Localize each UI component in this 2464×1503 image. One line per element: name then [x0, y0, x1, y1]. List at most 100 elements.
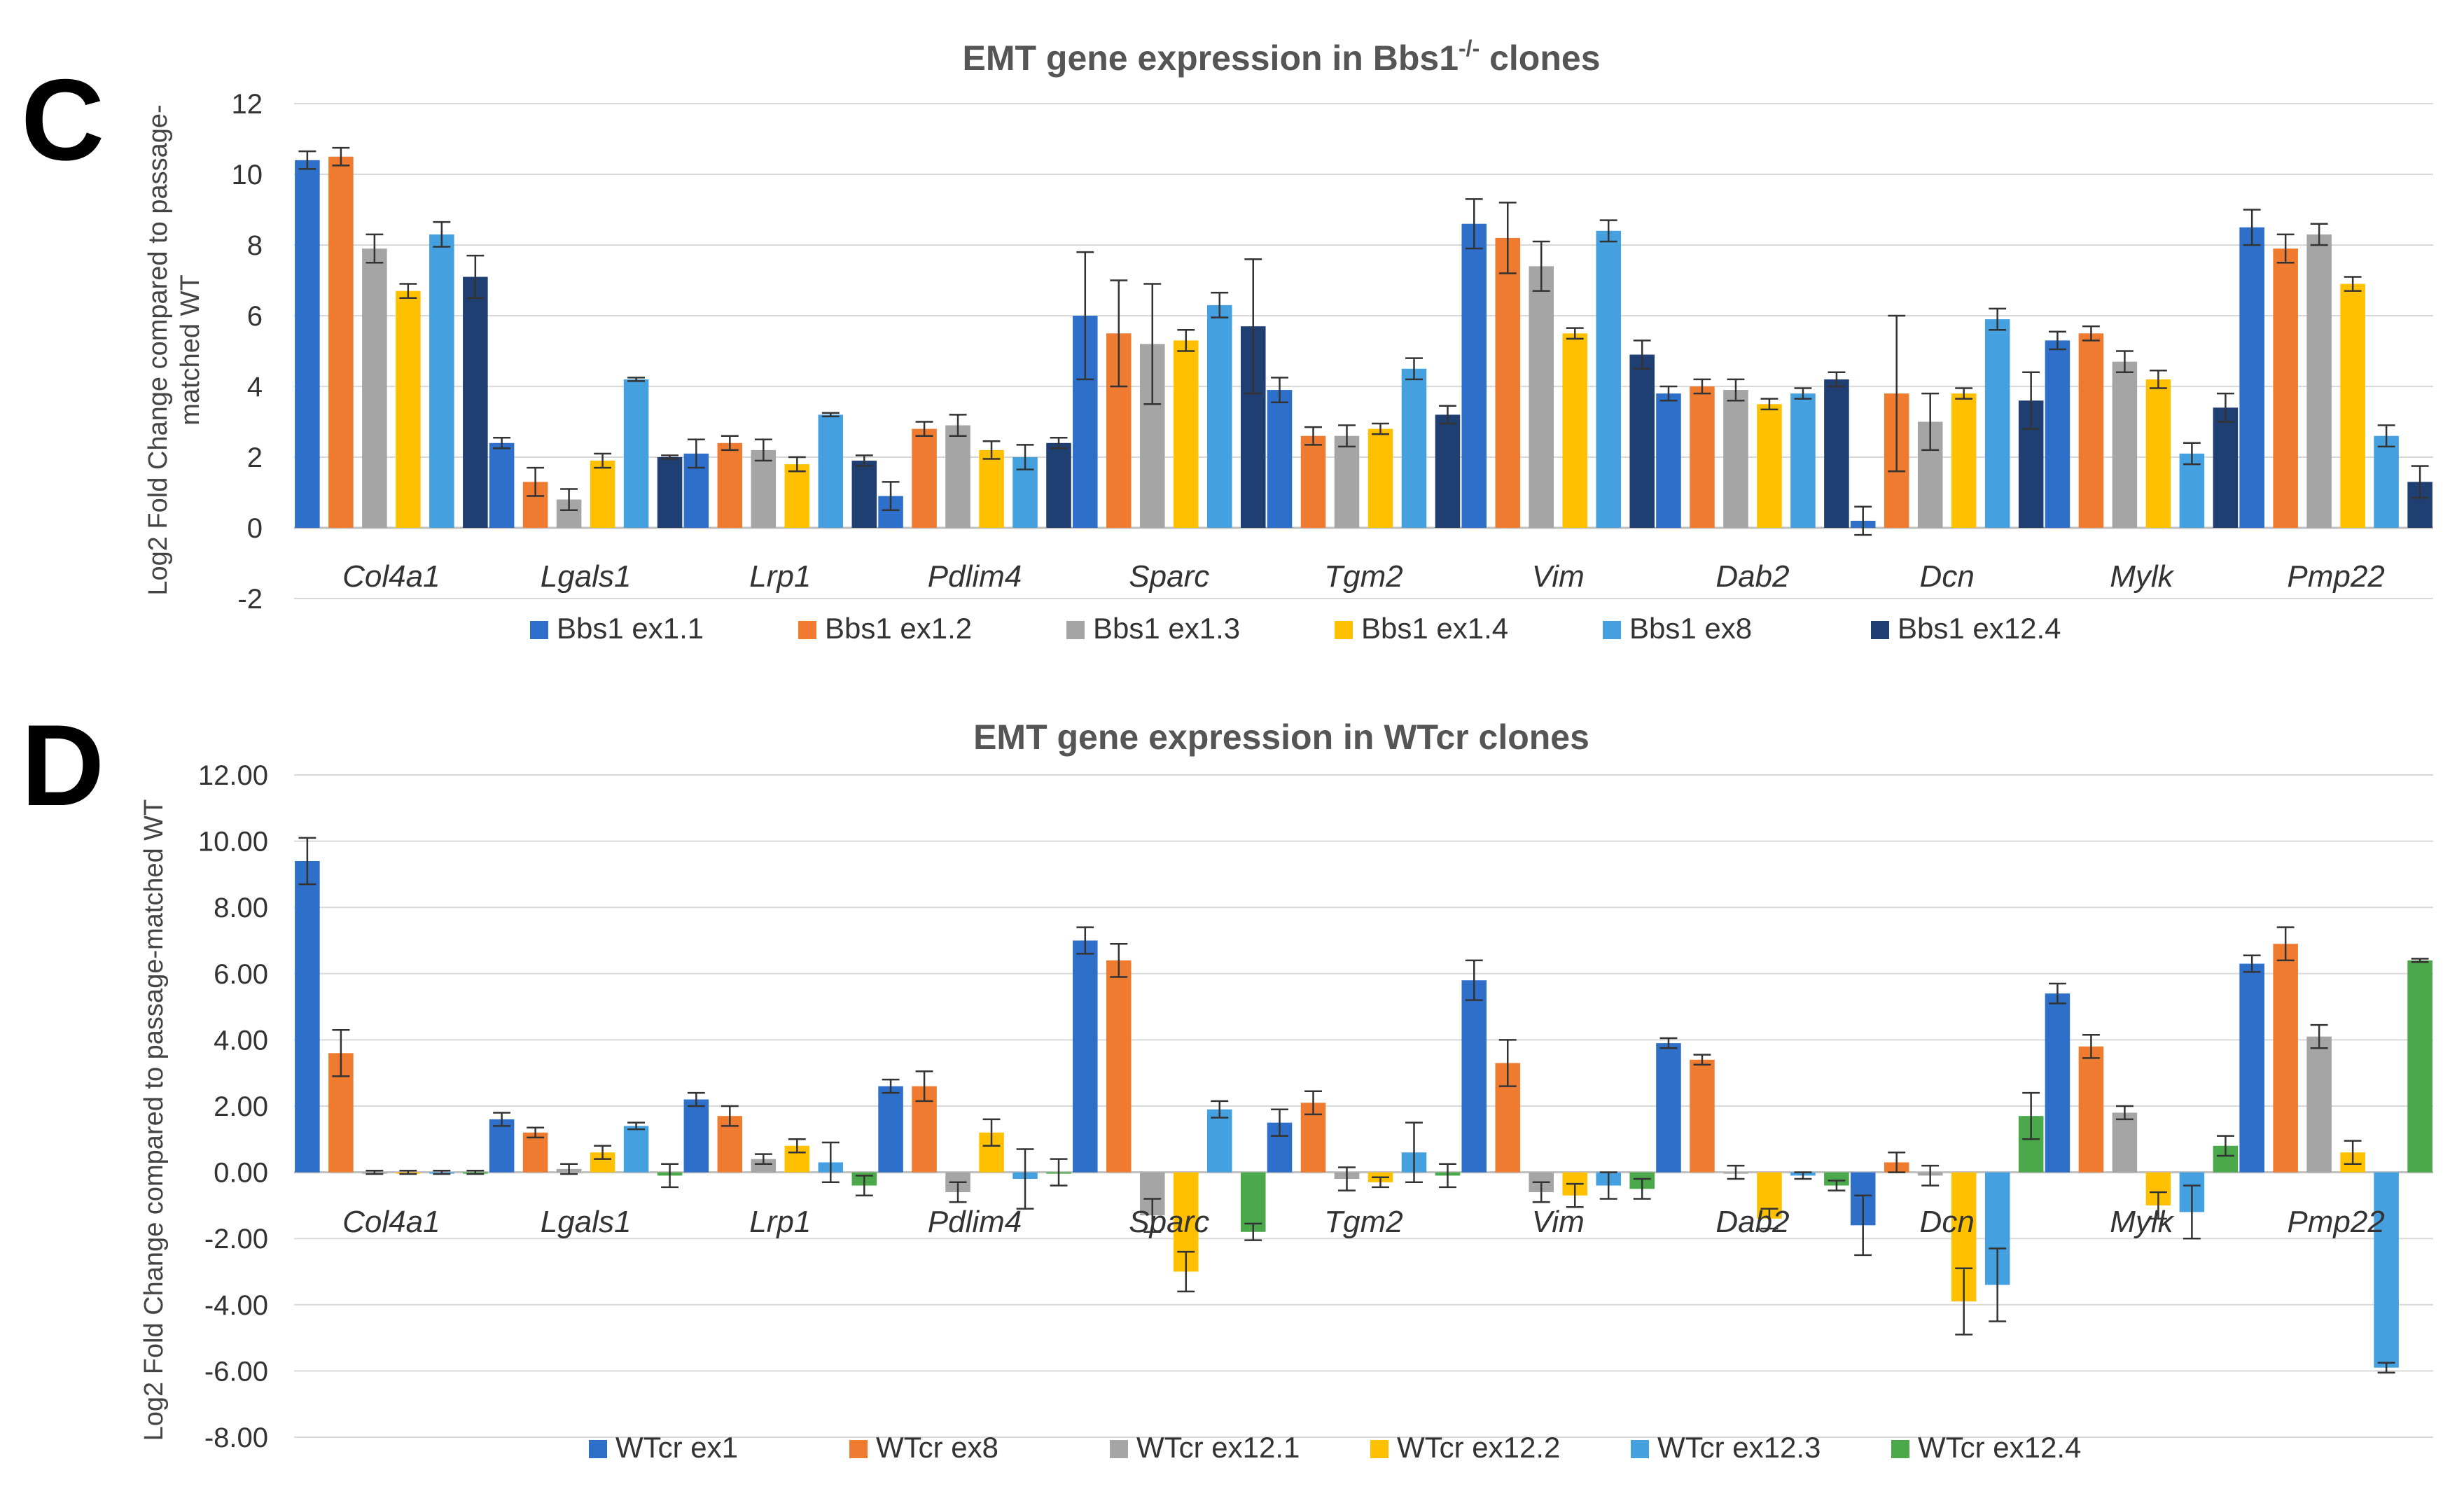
chart-c-bar-bbs1-ex8-col4a1: [429, 234, 454, 528]
chart-d-ytick-label: 0.00: [214, 1158, 268, 1189]
chart-d-legend-label: WTcr ex12.2: [1397, 1431, 1560, 1464]
chart-c-ylabel: Log2 Fold Change compared to passage-mat…: [144, 104, 205, 595]
chart-c-bar-bbs1-ex1-3-pmp22: [2306, 234, 2332, 528]
chart-d-bar-wtcr-ex12-1-lrp1: [751, 1159, 777, 1173]
chart-d-bar-wtcr-ex12-3-lgals1: [623, 1126, 649, 1173]
chart-c-bar-bbs1-ex1-4-mylk: [2145, 379, 2171, 528]
chart-c-bar-bbs1-ex1-1-vim: [1461, 223, 1487, 528]
chart-c-ytick-label: 8: [247, 230, 263, 261]
chart-c-bar-bbs1-ex1-1-pmp22: [2239, 227, 2264, 528]
chart-c-bar-bbs1-ex1-1-dab2: [1656, 393, 1681, 528]
chart-d-bar-wtcr-ex1-mylk: [2045, 993, 2070, 1173]
chart-d-ytick-label: 6.00: [214, 959, 268, 990]
chart-c-bar-bbs1-ex12-4-pdlim4: [1046, 442, 1071, 528]
chart-c-bar-bbs1-ex8-lgals1: [623, 379, 649, 528]
chart-d-title: EMT gene expression in WTcr clones: [973, 718, 1589, 757]
chart-c-bar-bbs1-ex1-3-tgm2: [1334, 435, 1360, 528]
panel-c: C EMT gene expression in Bbs1-/- clones …: [21, 36, 2433, 645]
chart-c-legend-label: Bbs1 ex1.4: [1361, 612, 1508, 645]
chart-c-category-label-col4a1: Col4a1: [342, 559, 440, 594]
chart-d-bar-wtcr-ex1-lgals1: [489, 1119, 515, 1173]
chart-c-title-suffix: clones: [1480, 39, 1600, 78]
chart-d-category-label-lrp1: Lrp1: [749, 1205, 811, 1239]
chart-c-bar-bbs1-ex1-2-pdlim4: [912, 428, 937, 528]
chart-c-legend-label: Bbs1 ex1.3: [1093, 612, 1240, 645]
chart-d-category-label-mylk: Mylk: [2110, 1205, 2174, 1239]
chart-c-bar-bbs1-ex1-4-dab2: [1757, 404, 1782, 528]
chart-d-category-label-pdlim4: Pdlim4: [928, 1205, 1022, 1239]
chart-c-bar-bbs1-ex1-2-mylk: [2078, 333, 2104, 528]
chart-c-legend: Bbs1 ex1.1 Bbs1 ex1.2 Bbs1 ex1.3 Bbs1 ex1.4…: [530, 612, 2061, 645]
panel-d: D EMT gene expression in WTcr clones Log…: [21, 701, 2433, 1464]
chart-d-bar-wtcr-ex1-pdlim4: [878, 1086, 903, 1173]
chart-c-legend-label: Bbs1 ex8: [1629, 612, 1752, 645]
chart-d-category-label-pmp22: Pmp22: [2287, 1205, 2384, 1239]
chart-c-ylabel-line-2: matched WT: [176, 274, 205, 425]
chart-c-bar-bbs1-ex1-2-vim: [1495, 237, 1521, 528]
chart-d-category-label-vim: Vim: [1532, 1205, 1585, 1239]
chart-d-category-label-lgals1: Lgals1: [541, 1205, 632, 1239]
chart-c-bar-bbs1-ex8-sparc: [1206, 305, 1232, 528]
chart-d-ytick-label: 2.00: [214, 1091, 268, 1122]
chart-d-legend-swatch: [849, 1440, 868, 1458]
chart-d-bar-wtcr-ex12-4-dab2: [1824, 1172, 1849, 1186]
chart-c-bar-bbs1-ex12-4-col4a1: [463, 277, 488, 528]
chart-c-bar-bbs1-ex1-2-lrp1: [717, 442, 743, 528]
chart-d-bar-wtcr-ex1-pmp22: [2239, 963, 2264, 1173]
chart-c-legend-swatch: [1871, 621, 1889, 639]
chart-d-ylabel: Log2 Fold Change compared to passage-mat…: [139, 799, 169, 1441]
chart-c-ytick-label: 0: [247, 513, 263, 544]
chart-d-ytick-label: -8.00: [204, 1422, 268, 1453]
chart-d-legend-label: WTcr ex8: [876, 1431, 998, 1464]
chart-c-bar-bbs1-ex8-mylk: [2179, 453, 2205, 528]
chart-d-bar-wtcr-ex8-mylk: [2078, 1046, 2104, 1173]
chart-c-bar-bbs1-ex8-dcn: [1984, 319, 2010, 528]
chart-c-category-label-vim: Vim: [1532, 559, 1585, 594]
chart-d-bar-wtcr-ex12-1-mylk: [2112, 1112, 2138, 1173]
chart-d-bar-wtcr-ex12-4-sparc: [1240, 1172, 1266, 1232]
chart-c-legend-swatch: [798, 621, 816, 639]
chart-c-legend-swatch: [1335, 621, 1353, 639]
chart-d-bar-wtcr-ex8-dab2: [1690, 1059, 1715, 1173]
chart-d-legend-swatch: [1370, 1440, 1388, 1458]
chart-c-legend-swatch: [1066, 621, 1085, 639]
chart-c-ylabel-line-1: Log2 Fold Change compared to passage-: [144, 104, 173, 595]
chart-c-bar-bbs1-ex1-2-pmp22: [2273, 249, 2298, 528]
panel-letter-c: C: [21, 55, 104, 184]
chart-c-ytick-label: -2: [237, 584, 263, 615]
chart-c-legend-swatch: [1603, 621, 1621, 639]
chart-c-plot-area: 12 10 8 6 4 2 0 -2 Col4a1 Lgals1 Lrp1 Pdlim4 Sparc Tg…: [232, 89, 2433, 615]
chart-d-ytick-label: 8.00: [214, 893, 268, 923]
chart-d-plot-area: 12.00 10.00 8.00 6.00 4.00 2.00 0.00 -2.00 -4.00…: [198, 760, 2433, 1453]
chart-c-bar-bbs1-ex1-4-vim: [1562, 333, 1587, 528]
chart-d-legend-swatch: [1110, 1440, 1128, 1458]
chart-c-category-label-pmp22: Pmp22: [2287, 559, 2384, 594]
chart-d-category-label-dab2: Dab2: [1715, 1205, 1789, 1239]
chart-c-bar-bbs1-ex1-4-dcn: [1951, 393, 1977, 528]
chart-c-bar-bbs1-ex1-1-mylk: [2045, 340, 2070, 528]
chart-c-title-superscript: -/-: [1459, 36, 1480, 61]
chart-c-legend-label: Bbs1 ex1.1: [557, 612, 704, 645]
chart-d-ytick-label: -4.00: [204, 1290, 268, 1321]
chart-c-bar-bbs1-ex1-4-sparc: [1173, 340, 1199, 528]
chart-d-bar-wtcr-ex12-3-pmp22: [2374, 1172, 2399, 1368]
chart-c-bar-bbs1-ex1-4-col4a1: [396, 291, 421, 528]
chart-c-bar-bbs1-ex8-vim: [1596, 230, 1621, 528]
chart-d-bar-wtcr-ex1-dab2: [1656, 1043, 1681, 1173]
chart-c-bar-bbs1-ex1-3-pdlim4: [945, 425, 970, 528]
chart-c-ytick-label: 6: [247, 301, 263, 332]
chart-d-legend-label: WTcr ex12.4: [1918, 1431, 2081, 1464]
chart-c-legend-label: Bbs1 ex12.4: [1898, 612, 2061, 645]
chart-c-bar-bbs1-ex1-4-pmp22: [2340, 284, 2365, 528]
chart-d-bar-wtcr-ex8-lgals1: [522, 1132, 548, 1173]
chart-d-bar-wtcr-ex1-col4a1: [295, 860, 320, 1173]
chart-d-category-label-col4a1: Col4a1: [342, 1205, 440, 1239]
chart-c-bar-bbs1-ex1-3-mylk: [2112, 361, 2138, 528]
chart-c-bar-bbs1-ex12-4-vim: [1629, 354, 1655, 528]
chart-d-ytick-label: 4.00: [214, 1025, 268, 1056]
chart-c-category-label-pdlim4: Pdlim4: [928, 559, 1022, 594]
chart-c-bar-bbs1-ex1-3-vim: [1529, 266, 1554, 528]
chart-d-bar-wtcr-ex12-1-pmp22: [2306, 1036, 2332, 1173]
chart-d-category-label-tgm2: Tgm2: [1324, 1205, 1402, 1239]
